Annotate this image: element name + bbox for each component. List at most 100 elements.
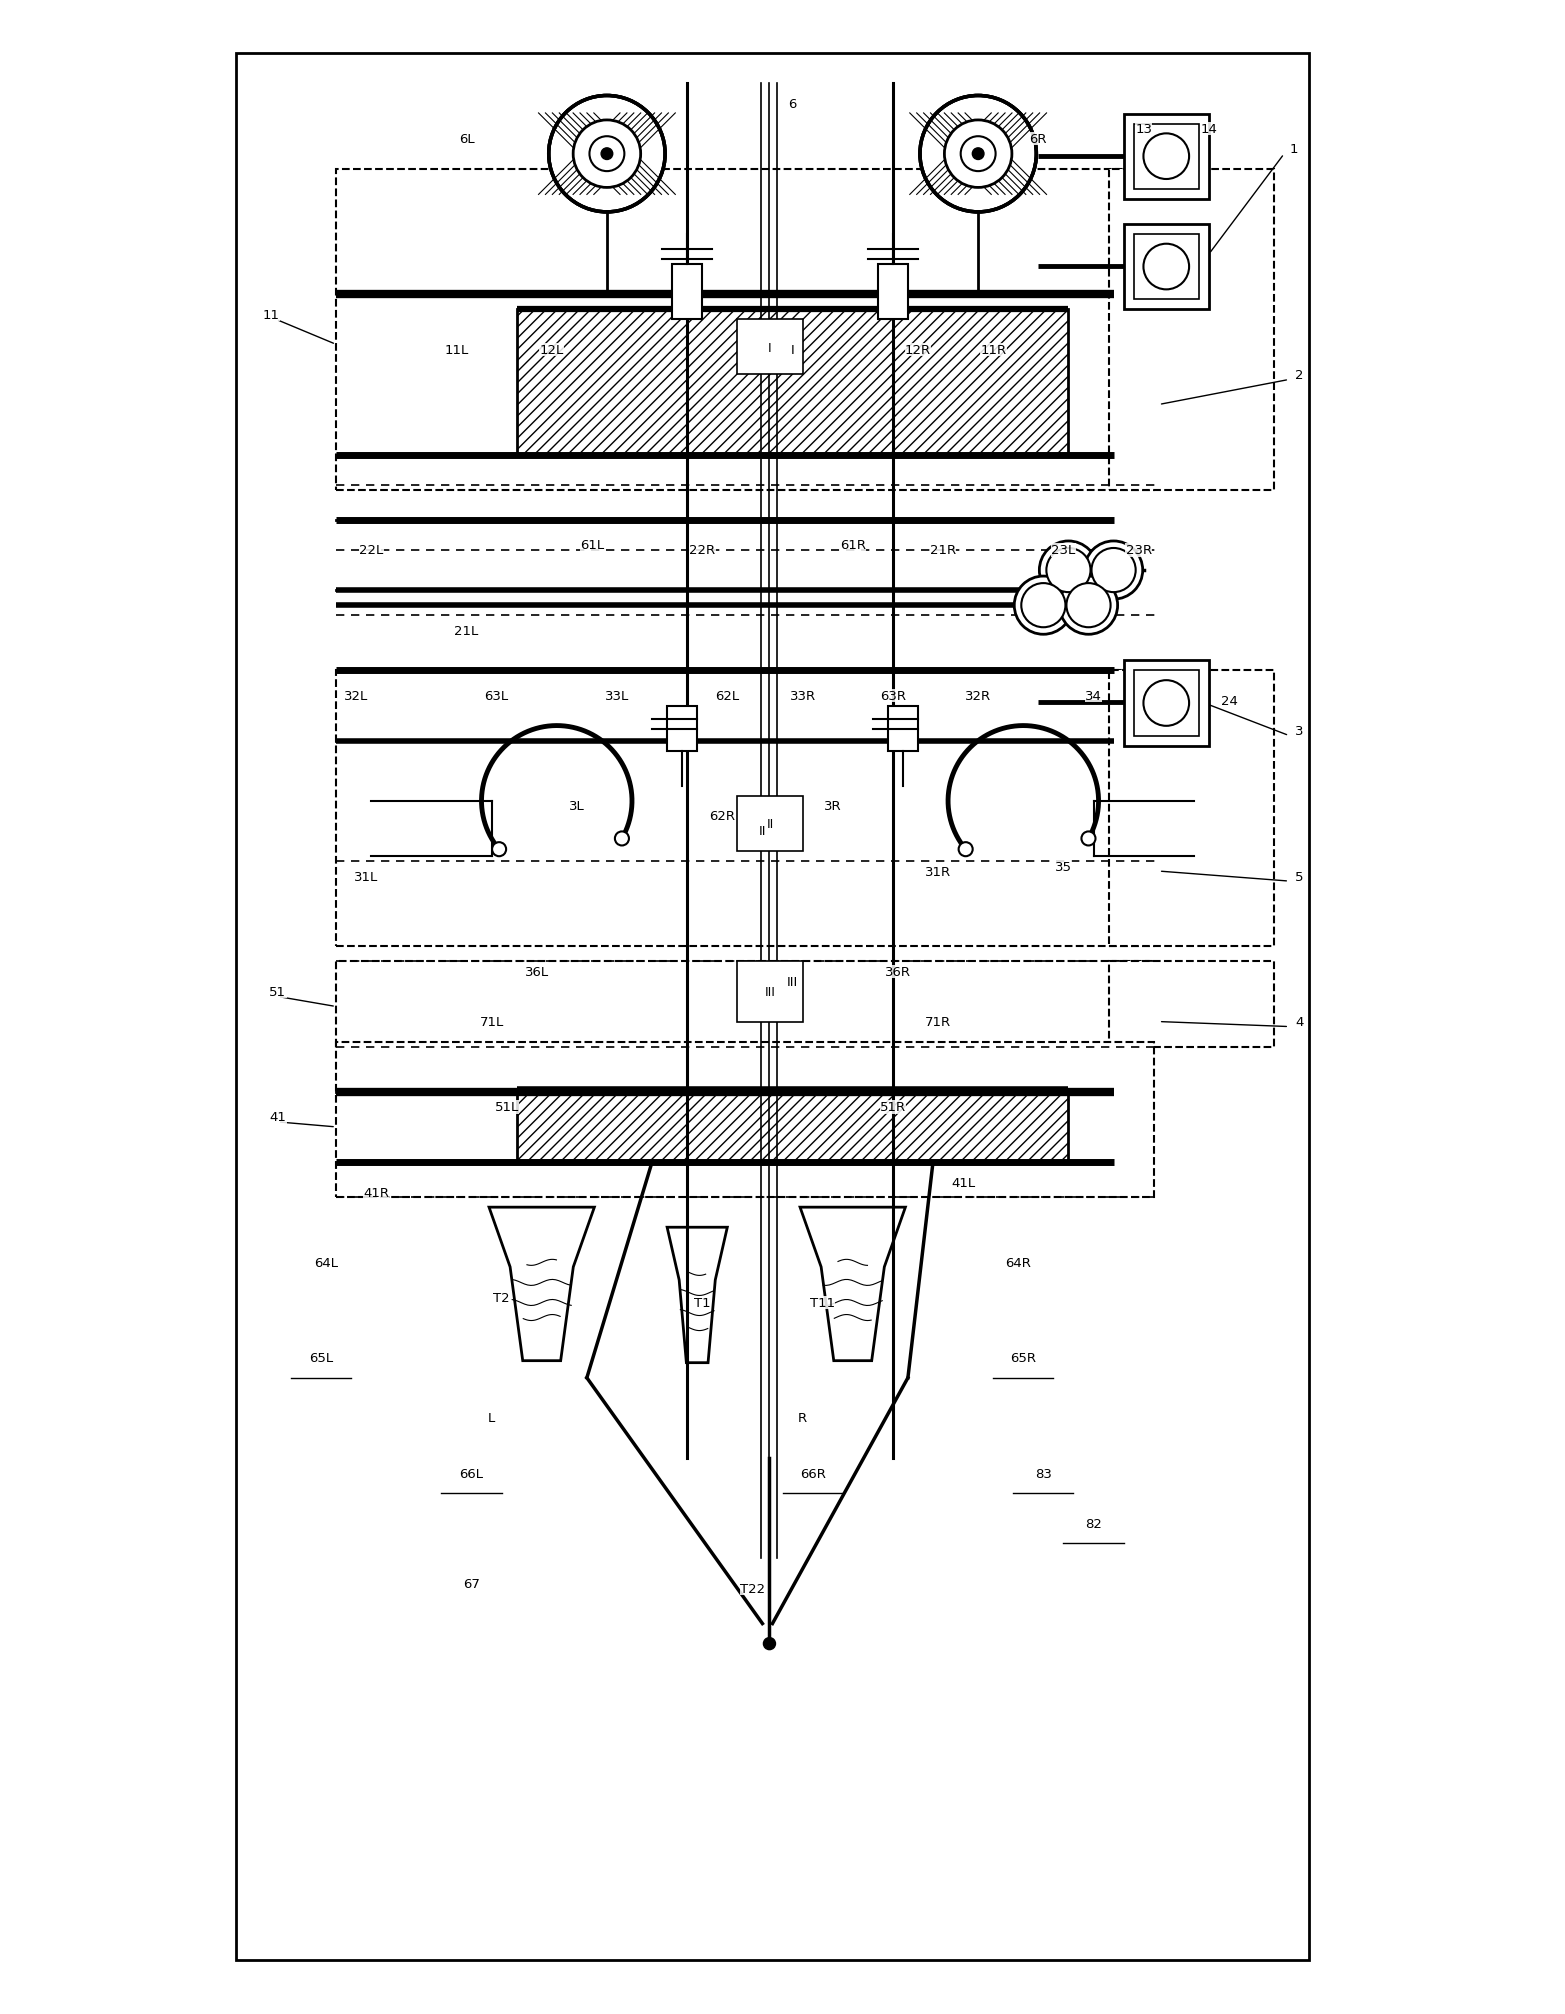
Polygon shape [667,1229,728,1363]
Text: II: II [759,826,767,838]
Bar [1124,661,1208,747]
Text: 11: 11 [263,308,279,322]
Bar [1108,671,1274,947]
Text: 65R: 65R [1011,1351,1036,1365]
Text: 64R: 64R [1005,1257,1031,1269]
Bar [1108,169,1274,491]
Text: 51L: 51L [495,1102,518,1114]
Bar [1124,115,1208,199]
Polygon shape [800,1208,906,1361]
Circle shape [1091,548,1136,592]
Text: 66R: 66R [800,1466,826,1480]
Text: I: I [768,342,772,354]
Text: 23R: 23R [1125,544,1152,558]
Text: 64L: 64L [315,1257,338,1269]
Text: 24: 24 [1221,695,1238,707]
Bar [1124,226,1208,310]
Bar [516,310,1069,455]
Bar [336,671,1153,947]
Text: 41: 41 [269,1112,286,1124]
Text: 63L: 63L [485,689,509,703]
Text: 51: 51 [269,985,286,999]
Text: 36L: 36L [524,965,549,979]
Circle shape [1144,681,1189,727]
Text: I: I [790,344,795,356]
Circle shape [959,842,973,856]
Text: 11R: 11R [980,344,1006,356]
Circle shape [972,149,984,161]
Circle shape [1085,542,1142,600]
Text: 34: 34 [1085,689,1102,703]
Bar [1108,963,1274,1047]
Text: 6: 6 [789,99,797,111]
Circle shape [590,137,624,171]
Text: 31L: 31L [354,870,379,882]
Text: 22L: 22L [358,544,383,558]
Bar [667,707,698,751]
Text: 62L: 62L [715,689,739,703]
Circle shape [1066,584,1111,628]
Text: 5: 5 [1294,870,1304,882]
Text: 12R: 12R [905,344,931,356]
Text: 3R: 3R [823,800,842,814]
Circle shape [491,842,505,856]
Text: 4: 4 [1294,1015,1304,1029]
Bar [737,320,803,375]
Circle shape [920,97,1036,213]
Text: 71L: 71L [479,1015,504,1029]
Bar [516,1090,1069,1162]
Text: 83: 83 [1034,1466,1052,1480]
Circle shape [1022,584,1066,628]
Text: R: R [798,1412,808,1424]
Bar [336,169,1153,491]
Text: 67: 67 [463,1577,480,1591]
Bar [336,963,1153,1047]
Text: 82: 82 [1085,1517,1102,1531]
Text: 33R: 33R [789,689,815,703]
Circle shape [615,832,629,846]
Circle shape [1081,832,1096,846]
Circle shape [1144,135,1189,179]
Text: 41R: 41R [363,1186,390,1198]
Text: 71R: 71R [925,1015,952,1029]
Text: 32R: 32R [966,689,991,703]
Circle shape [573,121,640,189]
Circle shape [944,121,1013,189]
Text: 3: 3 [1294,725,1304,737]
Text: 63R: 63R [880,689,906,703]
Bar [1133,236,1199,300]
Circle shape [1014,576,1072,634]
Text: 14: 14 [1200,123,1218,137]
Text: 51R: 51R [880,1102,906,1114]
Text: 36R: 36R [884,965,911,979]
Bar [1133,125,1199,189]
Text: T22: T22 [740,1583,765,1595]
Bar [737,796,803,852]
Text: 35: 35 [1055,860,1072,874]
Text: III: III [787,975,798,989]
Bar [737,963,803,1021]
Text: 62R: 62R [709,810,736,824]
Circle shape [549,97,665,213]
Text: 41L: 41L [952,1176,975,1188]
Text: 11L: 11L [444,344,468,356]
Circle shape [961,137,995,171]
Text: 21L: 21L [454,624,479,638]
Text: T11: T11 [811,1297,836,1309]
Text: 6R: 6R [1030,133,1047,147]
Text: III: III [765,985,775,999]
Circle shape [1047,548,1091,592]
Circle shape [764,1637,776,1649]
Text: 23L: 23L [1052,544,1075,558]
Text: T1: T1 [693,1297,711,1309]
Text: 33L: 33L [604,689,629,703]
Circle shape [1039,542,1097,600]
Text: 22R: 22R [689,544,715,558]
Text: 65L: 65L [308,1351,333,1365]
Circle shape [601,149,613,161]
Circle shape [1144,244,1189,290]
Bar [887,707,919,751]
Polygon shape [488,1208,595,1361]
Text: 12L: 12L [540,344,563,356]
Text: 32L: 32L [344,689,368,703]
